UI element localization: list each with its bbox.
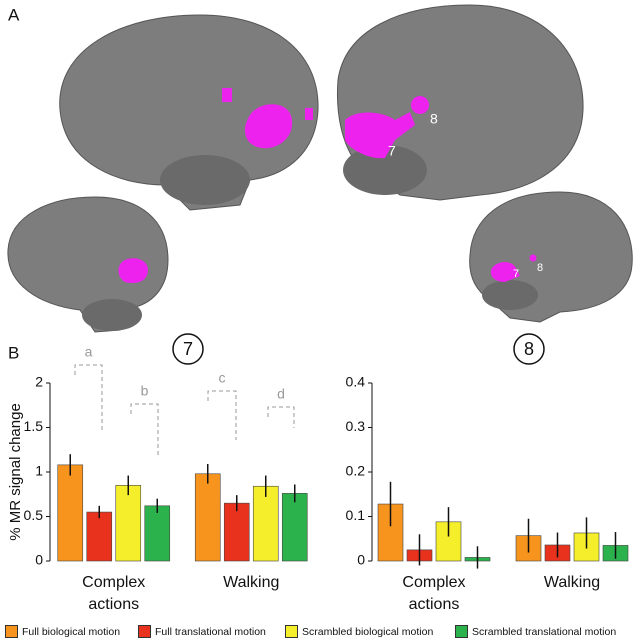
y-tick-label: 0.5 xyxy=(24,507,44,523)
legend-label: Full biological motion xyxy=(22,625,121,638)
region-label: 8 xyxy=(537,262,543,274)
x-tick-label: Walking xyxy=(223,574,280,591)
legend-entry: Scrambled biological motion xyxy=(285,625,433,638)
bar xyxy=(194,473,221,562)
annotation: a xyxy=(85,344,93,360)
bar xyxy=(115,485,142,562)
significance-bracket xyxy=(74,364,103,430)
panel-label: A xyxy=(8,5,20,24)
legend-label: Scrambled translational motion xyxy=(472,625,617,638)
region-label: 7 xyxy=(388,143,396,159)
activation xyxy=(490,262,520,282)
title-circle xyxy=(513,333,545,365)
significance-bracket xyxy=(130,403,159,455)
legend-swatch xyxy=(138,625,151,638)
x-tick-label: Complex actions xyxy=(402,574,466,613)
activation xyxy=(118,258,148,284)
y-tick-label: 0.3 xyxy=(346,418,366,434)
annotation: b xyxy=(141,383,149,399)
activation xyxy=(345,112,415,159)
legend-label: Full translational motion xyxy=(155,625,266,638)
chart-title: 8 xyxy=(524,339,534,359)
y-tick-label: 1.5 xyxy=(24,418,44,434)
cerebellum xyxy=(82,299,142,331)
bar xyxy=(223,502,250,562)
region-label: 7 xyxy=(513,268,519,280)
y-tick-label: 0.1 xyxy=(346,507,366,523)
legend-label: Scrambled biological motion xyxy=(302,625,434,638)
legend-entry: Full biological motion xyxy=(5,625,120,638)
y-tick-label: 1 xyxy=(35,463,43,479)
activation xyxy=(222,88,232,102)
region-label: 8 xyxy=(430,111,438,127)
cerebellum xyxy=(343,145,427,195)
bar xyxy=(144,505,171,562)
y-axis-label: % MR signal change xyxy=(7,403,24,541)
y-tick-label: 0 xyxy=(357,552,365,568)
legend-swatch xyxy=(285,625,298,638)
legend-entry: Scrambled translational motion xyxy=(455,625,616,638)
activation xyxy=(305,108,313,120)
chart-title: 7 xyxy=(183,339,193,359)
significance-bracket xyxy=(267,406,295,428)
cerebellum xyxy=(160,155,250,205)
x-tick-label: Complex actions xyxy=(82,574,146,613)
y-tick-label: 0.2 xyxy=(346,463,366,479)
activation xyxy=(244,104,293,149)
x-tick-label: Walking xyxy=(543,574,601,591)
bar xyxy=(57,464,84,562)
y-tick-label: 0 xyxy=(35,552,43,568)
legend-entry: Full translational motion xyxy=(138,625,266,638)
brain xyxy=(7,196,169,333)
significance-bracket xyxy=(207,390,237,440)
annotation: c xyxy=(219,370,226,386)
bar xyxy=(86,511,113,562)
activation xyxy=(411,96,429,114)
panel-label: B xyxy=(8,343,19,362)
y-tick-label: 0.4 xyxy=(346,374,366,390)
bar xyxy=(252,485,279,562)
brain xyxy=(59,14,319,211)
brain-images xyxy=(7,4,633,333)
cerebellum xyxy=(482,280,538,310)
title-circle xyxy=(172,333,204,365)
activation xyxy=(529,254,537,262)
bar xyxy=(281,493,308,562)
legend-swatch xyxy=(5,625,18,638)
annotation: d xyxy=(277,386,285,402)
legend-swatch xyxy=(455,625,468,638)
y-tick-label: 2 xyxy=(35,374,43,390)
